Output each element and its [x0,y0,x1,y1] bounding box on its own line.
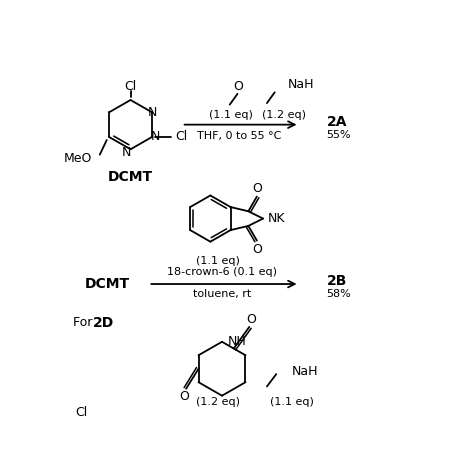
Text: (1.2 eq): (1.2 eq) [262,109,306,119]
Text: NH: NH [228,335,247,348]
Text: (1.2 eq): (1.2 eq) [196,397,240,407]
Text: NK: NK [268,212,285,225]
Text: O: O [233,80,243,92]
Text: MeO: MeO [64,152,92,165]
Text: DCMT: DCMT [108,170,153,184]
Text: NaH: NaH [288,78,314,91]
Text: O: O [252,243,262,256]
Text: Cl: Cl [75,406,87,419]
Text: NaH: NaH [292,365,318,377]
Text: N: N [122,146,131,159]
Text: Cl: Cl [175,130,188,144]
Text: 2A: 2A [327,115,347,128]
Text: (1.1 eq): (1.1 eq) [210,109,253,119]
Text: O: O [246,313,256,326]
Text: (1.1 eq): (1.1 eq) [270,397,314,407]
Text: O: O [180,390,190,403]
Text: For: For [73,316,97,329]
Text: (1.1 eq): (1.1 eq) [196,256,240,266]
Text: 58%: 58% [327,289,351,299]
Text: DCMT: DCMT [85,277,130,291]
Text: toluene, rt: toluene, rt [193,289,251,299]
Text: 2B: 2B [327,274,347,288]
Text: 18-crown-6 (0.1 eq): 18-crown-6 (0.1 eq) [167,267,277,277]
Text: 2D: 2D [93,316,115,329]
Text: Cl: Cl [124,80,137,92]
Text: THF, 0 to 55 °C: THF, 0 to 55 °C [197,131,281,141]
Text: 55%: 55% [327,130,351,140]
Text: N: N [147,106,157,119]
Text: O: O [252,182,262,195]
Text: N: N [151,130,161,144]
